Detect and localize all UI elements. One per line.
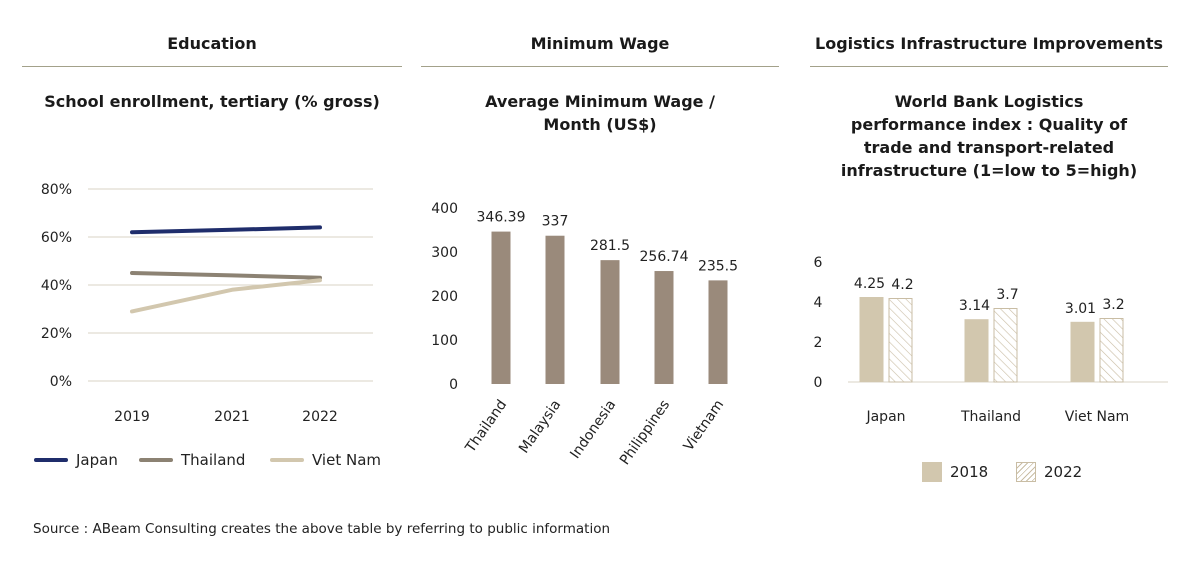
legend-swatch-2022 [1016,462,1036,482]
data-label: 3.01 [1065,301,1096,317]
bar-thailand [491,231,511,384]
y-tick-label: 60% [41,230,72,246]
bar-indonesia [600,260,620,384]
section-divider [421,66,779,67]
y-tick-label: 0 [814,375,823,391]
data-label: 281.5 [590,238,630,254]
section-header-education: Education [167,34,257,53]
y-tick-label: 300 [431,245,458,261]
x-tick-label: Thailand [960,409,1021,425]
data-label: 256.74 [640,249,689,265]
bar-viet-nam-2022 [1099,318,1124,383]
legend-swatch-2018 [922,462,942,482]
x-tick-label: 2019 [114,409,150,425]
bar-viet-nam-2018 [1070,321,1095,382]
bar-vietnam [708,280,728,384]
section-header-wage: Minimum Wage [530,34,670,53]
y-tick-label: 0% [50,374,72,390]
chart-title-wage: Average Minimum Wage / Month (US$) [485,92,715,134]
legend-item-thailand: Thailand [139,451,245,469]
wage-bar-chart: 0 100 200 300 400 346.39 Thailand 337 Malaysia 28… [431,201,738,468]
y-tick-label: 80% [41,182,72,198]
education-panel: Education School enrollment, tertiary (%… [22,0,402,510]
data-label: 4.25 [854,276,885,292]
enrollment-line-chart: 0% 20% 40% 60% 80% 2019 2021 2022 [41,182,373,425]
data-label: 3.7 [996,287,1018,303]
data-label: 337 [542,214,569,230]
x-tick-label: Indonesia [567,397,619,462]
series-line-viet-nam [130,278,322,314]
y-tick-label: 4 [814,295,823,311]
bar-thailand-2018 [964,319,989,382]
x-tick-label: 2022 [302,409,338,425]
wage-panel: Minimum Wage Average Minimum Wage / Mont… [421,0,779,510]
chart-title-logistics: World Bank Logistics performance index :… [840,92,1138,180]
data-label: 4.2 [891,277,913,293]
data-label: 235.5 [698,258,738,274]
y-tick-label: 400 [431,201,458,217]
data-label: 3.14 [959,298,990,314]
section-divider [810,66,1168,67]
series-line-japan [130,225,322,235]
y-tick-label: 0 [449,377,458,393]
bar-japan-2018 [859,297,884,382]
data-label: 3.2 [1102,297,1124,313]
legend-item-2018: 2018 [922,462,988,482]
y-tick-label: 100 [431,333,458,349]
legend-label-vietnam: Viet Nam [312,451,382,469]
x-tick-label: 2021 [214,409,250,425]
legend-label-japan: Japan [76,451,118,469]
series-line-thailand [130,271,322,280]
legend-label-thailand: Thailand [181,451,246,469]
source-note: Source : ABeam Consulting creates the ab… [33,521,611,537]
x-tick-label: Vietnam [681,397,728,454]
legend-swatch-vietnam [270,458,304,462]
section-divider [22,66,402,67]
legend-item-2022: 2022 [1016,462,1082,482]
legend-label-2018: 2018 [950,463,989,481]
y-tick-label: 2 [814,335,823,351]
section-header-logistics: Logistics Infrastructure Improvements [815,34,1163,53]
y-tick-label: 40% [41,278,72,294]
legend-label-2022: 2022 [1044,463,1083,481]
legend-swatch-japan [34,458,68,462]
y-tick-label: 6 [814,255,823,271]
legend-item-vietnam: Viet Nam [270,451,381,469]
logistics-panel: Logistics Infrastructure Improvements Wo… [810,0,1168,510]
chart-title-enrollment: School enrollment, tertiary (% gross) [44,92,380,111]
data-label: 346.39 [477,210,526,226]
x-tick-label: Malaysia [516,397,564,456]
bar-philippines [654,271,674,384]
legend-item-japan: Japan [34,451,118,469]
bar-japan-2022 [888,298,913,383]
x-tick-label: Thailand [462,397,510,456]
bar-malaysia [545,235,565,384]
bar-thailand-2022 [993,308,1018,383]
legend-swatch-thailand [139,458,173,462]
logistics-bar-chart: 0 2 4 6 4.25 4.2 Japan 3.14 3.7 Thailand 3.01 3.2 Vi… [814,255,1168,425]
x-tick-label: Viet Nam [1065,409,1129,425]
y-tick-label: 200 [431,289,458,305]
x-tick-label: Japan [865,409,905,425]
x-tick-label: Philippines [617,397,673,468]
y-tick-label: 20% [41,326,72,342]
